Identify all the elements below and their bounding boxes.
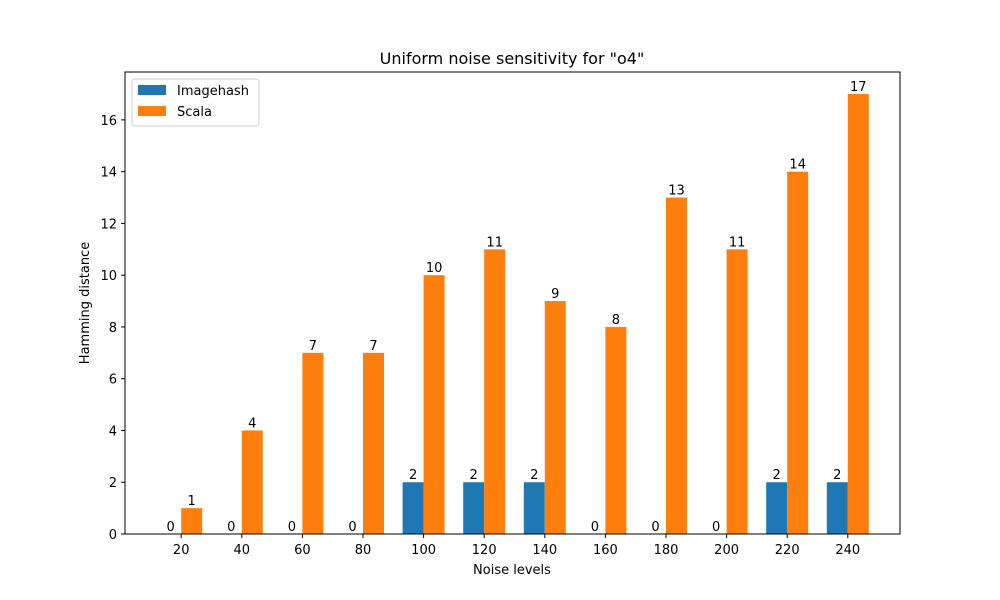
data-label-scala-180: 13: [668, 184, 685, 199]
x-tick-label-240: 240: [835, 543, 860, 558]
x-tick-label-40: 40: [234, 543, 251, 558]
x-tick-label-140: 140: [532, 543, 557, 558]
plot-frame: [124, 71, 901, 535]
bar-imagehash-140: [523, 482, 545, 534]
legend-swatch-scala: [138, 106, 166, 116]
bar-scala-200: [726, 249, 748, 535]
y-tick-label-4: 4: [109, 424, 117, 439]
x-tick-label-20: 20: [173, 543, 190, 558]
legend-swatch-imagehash: [138, 85, 166, 95]
data-label-scala-100: 10: [426, 261, 443, 276]
y-tick-label-10: 10: [100, 269, 117, 284]
y-tick-label-14: 14: [100, 166, 117, 181]
bar-imagehash-240: [826, 482, 848, 534]
bar-scala-60: [302, 352, 324, 534]
y-tick-label-8: 8: [109, 321, 117, 336]
x-tick-label-180: 180: [654, 543, 679, 558]
data-label-scala-120: 11: [486, 235, 503, 250]
y-tick-label-2: 2: [109, 476, 117, 491]
data-label-scala-80: 7: [369, 339, 377, 354]
y-tick-label-0: 0: [109, 528, 117, 543]
x-tick-label-120: 120: [472, 543, 497, 558]
data-label-scala-20: 1: [188, 494, 196, 509]
x-tick-label-220: 220: [775, 543, 800, 558]
legend-label-scala: Scala: [177, 105, 212, 120]
x-axis-label: Noise levels: [473, 563, 551, 578]
data-label-imagehash-40: 0: [227, 520, 235, 535]
bar-scala-140: [544, 301, 566, 534]
data-label-scala-160: 8: [612, 313, 620, 328]
bar-scala-160: [605, 326, 627, 534]
data-label-imagehash-100: 2: [409, 468, 417, 483]
data-label-scala-200: 11: [729, 235, 746, 250]
data-label-imagehash-120: 2: [470, 468, 478, 483]
data-label-imagehash-180: 0: [651, 520, 659, 535]
data-label-scala-240: 17: [850, 80, 867, 95]
x-tick-label-80: 80: [355, 543, 372, 558]
data-label-imagehash-220: 2: [773, 468, 781, 483]
data-label-imagehash-160: 0: [591, 520, 599, 535]
data-label-scala-220: 14: [789, 158, 806, 173]
bar-scala-240: [847, 94, 869, 534]
y-tick-label-12: 12: [100, 217, 117, 232]
data-label-scala-140: 9: [551, 287, 559, 302]
bar-scala-220: [787, 171, 809, 534]
data-label-imagehash-80: 0: [348, 520, 356, 535]
legend-label-imagehash: Imagehash: [177, 84, 249, 99]
bar-scala-20: [181, 508, 203, 534]
bar-scala-120: [484, 249, 506, 535]
bar-imagehash-120: [463, 482, 485, 534]
data-label-imagehash-140: 2: [530, 468, 538, 483]
x-tick-label-200: 200: [714, 543, 739, 558]
bar-imagehash-100: [402, 482, 424, 534]
x-tick-label-100: 100: [411, 543, 436, 558]
bar-scala-40: [241, 430, 263, 534]
data-label-scala-40: 4: [248, 416, 256, 431]
y-axis-label: Hamming distance: [78, 242, 93, 364]
y-tick-label-16: 16: [100, 114, 117, 129]
data-label-imagehash-200: 0: [712, 520, 720, 535]
data-label-imagehash-60: 0: [288, 520, 296, 535]
x-tick-label-60: 60: [294, 543, 311, 558]
y-tick-label-6: 6: [109, 373, 117, 388]
data-label-scala-60: 7: [309, 339, 317, 354]
chart-title: Uniform noise sensitivity for "o4": [380, 49, 645, 68]
bar-scala-100: [423, 275, 445, 534]
legend: Imagehash Scala: [131, 78, 260, 127]
bar-scala-80: [363, 352, 384, 534]
data-label-imagehash-240: 2: [833, 468, 841, 483]
data-label-imagehash-20: 0: [167, 520, 175, 535]
bar-imagehash-220: [766, 482, 788, 534]
bar-scala-180: [666, 197, 687, 534]
x-tick-label-160: 160: [593, 543, 618, 558]
